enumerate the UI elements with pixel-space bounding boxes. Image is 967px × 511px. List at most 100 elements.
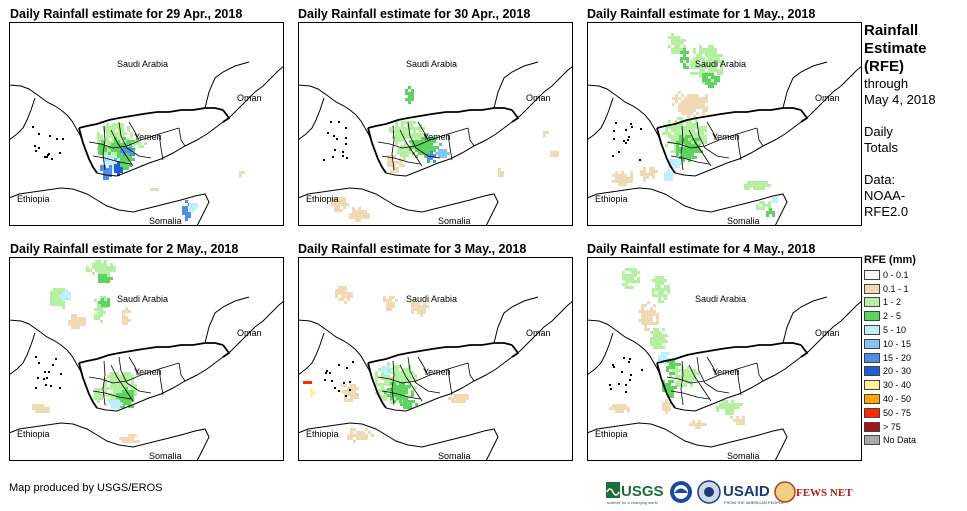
rainfall-cell [410, 136, 413, 139]
rainfall-cell [104, 301, 107, 304]
rainfall-cell [641, 307, 644, 310]
rainfall-cell [350, 292, 353, 295]
rainfall-cell [696, 63, 699, 66]
rainfall-cell [395, 127, 398, 130]
rainfall-cell [650, 340, 653, 343]
rainfall-cell [427, 146, 430, 149]
rainfall-cell [705, 79, 708, 82]
rainfall-cell [661, 300, 664, 303]
rainfall-cell [733, 419, 736, 422]
rainfall-cell [662, 408, 665, 411]
rainfall-cell [693, 97, 696, 100]
rainfall-cell [684, 384, 687, 387]
rainfall-cell [35, 404, 38, 407]
rainfall-cell [62, 288, 65, 291]
rainfall-cell [672, 366, 675, 369]
rainfall-cell [356, 437, 359, 440]
rainfall-cell [123, 167, 126, 170]
rainfall-cell [647, 301, 650, 304]
rainfall-cell [381, 386, 384, 389]
rainfall-cell [128, 390, 131, 393]
rainfall-cell [390, 371, 393, 374]
rainfall-cell [355, 219, 358, 222]
rainfall-cell [680, 126, 683, 129]
rainfall-cell [696, 72, 699, 75]
rainfall-cell [384, 389, 387, 392]
island-dot [349, 381, 351, 383]
rainfall-cell [687, 109, 690, 112]
rainfall-cell [653, 340, 656, 343]
rainfall-cell [340, 209, 343, 212]
rainfall-cell [97, 314, 100, 317]
rainfall-cell [355, 213, 358, 216]
rainfall-cell [655, 285, 658, 288]
rainfall-cell [111, 149, 114, 152]
rainfall-cell [104, 304, 107, 307]
rainfall-cell [674, 51, 677, 54]
rainfall-cell [665, 144, 668, 147]
rainfall-cell [113, 375, 116, 378]
rainfall-cell [680, 48, 683, 51]
rainfall-cell [625, 274, 628, 277]
sidebar-totals: Daily Totals [864, 124, 964, 156]
rainfall-cell [134, 390, 137, 393]
rainfall-cell [672, 363, 675, 366]
rainfall-cell [433, 154, 436, 157]
rainfall-cell [415, 146, 418, 149]
rainfall-cell [675, 97, 678, 100]
rainfall-cell [41, 410, 44, 413]
rainfall-cell [697, 144, 700, 147]
rainfall-cell [543, 131, 546, 134]
rainfall-cell [702, 69, 705, 72]
rainfall-cell [451, 397, 454, 400]
rainfall-cell [722, 403, 725, 406]
rainfall-cell [347, 393, 350, 396]
rainfall-cell [393, 385, 396, 388]
rainfall-cell [671, 380, 674, 383]
rainfall-cell [423, 302, 426, 305]
rainfall-cell [615, 407, 618, 410]
rainfall-cell [720, 63, 723, 66]
rainfall-cell [695, 120, 698, 123]
rainfall-cell [671, 141, 674, 144]
rainfall-cell [411, 377, 414, 380]
rainfall-cell [122, 402, 125, 405]
map-label-ethiopia: Ethiopia [306, 194, 339, 204]
rainfall-cell [677, 123, 680, 126]
rainfall-cell [683, 48, 686, 51]
rainfall-cell [725, 406, 728, 409]
rainfall-cell [86, 266, 89, 269]
island-dot [37, 377, 39, 379]
rainfall-cell [430, 140, 433, 143]
rainfall-cell [694, 156, 697, 159]
island-dot [345, 143, 347, 145]
rainfall-cell [681, 384, 684, 387]
rainfall-cell [677, 48, 680, 51]
rainfall-cell [110, 375, 113, 378]
rainfall-cell [696, 372, 699, 375]
rainfall-cell [698, 126, 701, 129]
rainfall-cell [762, 184, 765, 187]
rainfall-cell [138, 145, 141, 148]
rainfall-cell [127, 129, 130, 132]
island-dot [334, 149, 336, 151]
rainfall-cell [637, 277, 640, 280]
rainfall-cell [688, 141, 691, 144]
rainfall-cell [655, 279, 658, 282]
legend-swatch [864, 366, 880, 377]
rainfall-cell [696, 112, 699, 115]
governorate-boundaries [666, 356, 764, 406]
rainfall-cell [396, 388, 399, 391]
rainfall-cell [390, 380, 393, 383]
island-dot [640, 128, 642, 130]
rainfall-cell [695, 132, 698, 135]
rainfall-cell [126, 161, 129, 164]
rainfall-cell [658, 291, 661, 294]
rainfall-cell [711, 73, 714, 76]
rainfall-cell [664, 294, 667, 297]
rainfall-cell [415, 149, 418, 152]
rainfall-cell [117, 400, 120, 403]
rainfall-cell [120, 146, 123, 149]
rainfall-cell [128, 399, 131, 402]
legend-item: > 75 [864, 420, 916, 434]
